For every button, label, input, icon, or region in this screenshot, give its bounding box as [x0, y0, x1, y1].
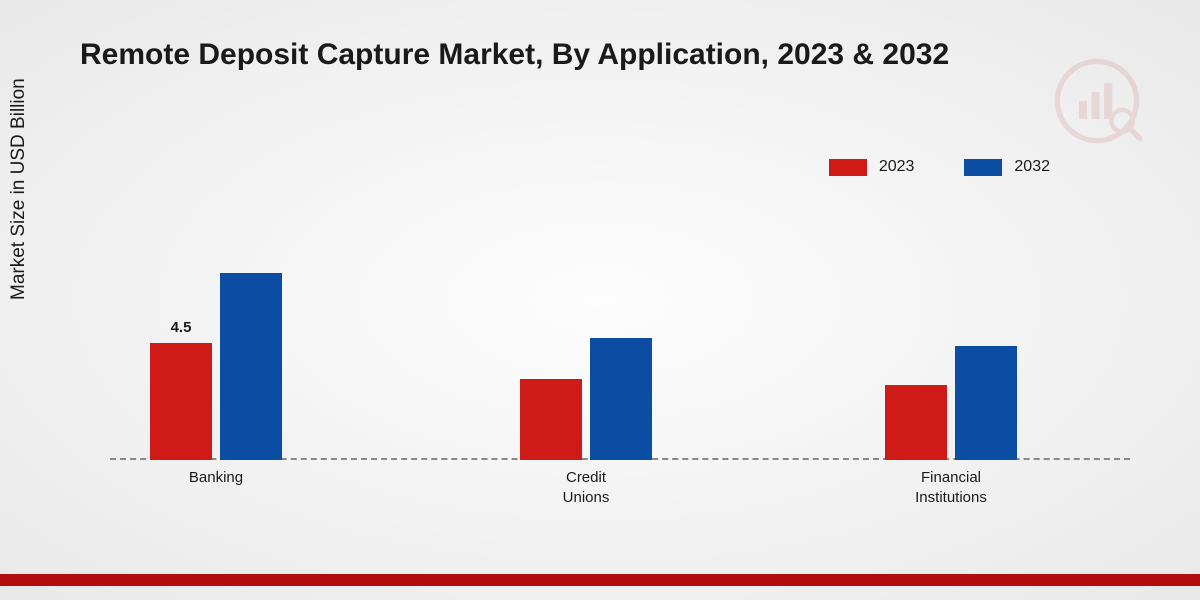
bar-group [885, 346, 1017, 460]
bar [520, 379, 582, 460]
bar: 4.5 [150, 343, 212, 460]
plot-area: 4.5 [110, 200, 1130, 460]
x-tick-label: Credit Unions [526, 468, 646, 507]
legend-swatch-2032 [964, 159, 1002, 176]
legend-label-2032: 2032 [1014, 158, 1050, 176]
chart-title: Remote Deposit Capture Market, By Applic… [80, 38, 949, 72]
x-tick-label: Financial Institutions [891, 468, 1011, 507]
legend-label-2023: 2023 [879, 158, 915, 176]
footer-accent-bar [0, 574, 1200, 586]
brand-watermark-icon [1052, 56, 1142, 146]
bar [590, 338, 652, 460]
bar [955, 346, 1017, 460]
bar [220, 273, 282, 460]
bar [885, 385, 947, 460]
bar-value-label: 4.5 [150, 319, 212, 336]
legend-item-2023: 2023 [829, 158, 915, 176]
legend-item-2032: 2032 [964, 158, 1050, 176]
y-axis-label: Market Size in USD Billion [8, 78, 30, 300]
bar-group [520, 338, 652, 460]
x-tick-label: Banking [156, 468, 276, 488]
legend: 2023 2032 [829, 158, 1050, 176]
legend-swatch-2023 [829, 159, 867, 176]
bar-group: 4.5 [150, 273, 282, 460]
